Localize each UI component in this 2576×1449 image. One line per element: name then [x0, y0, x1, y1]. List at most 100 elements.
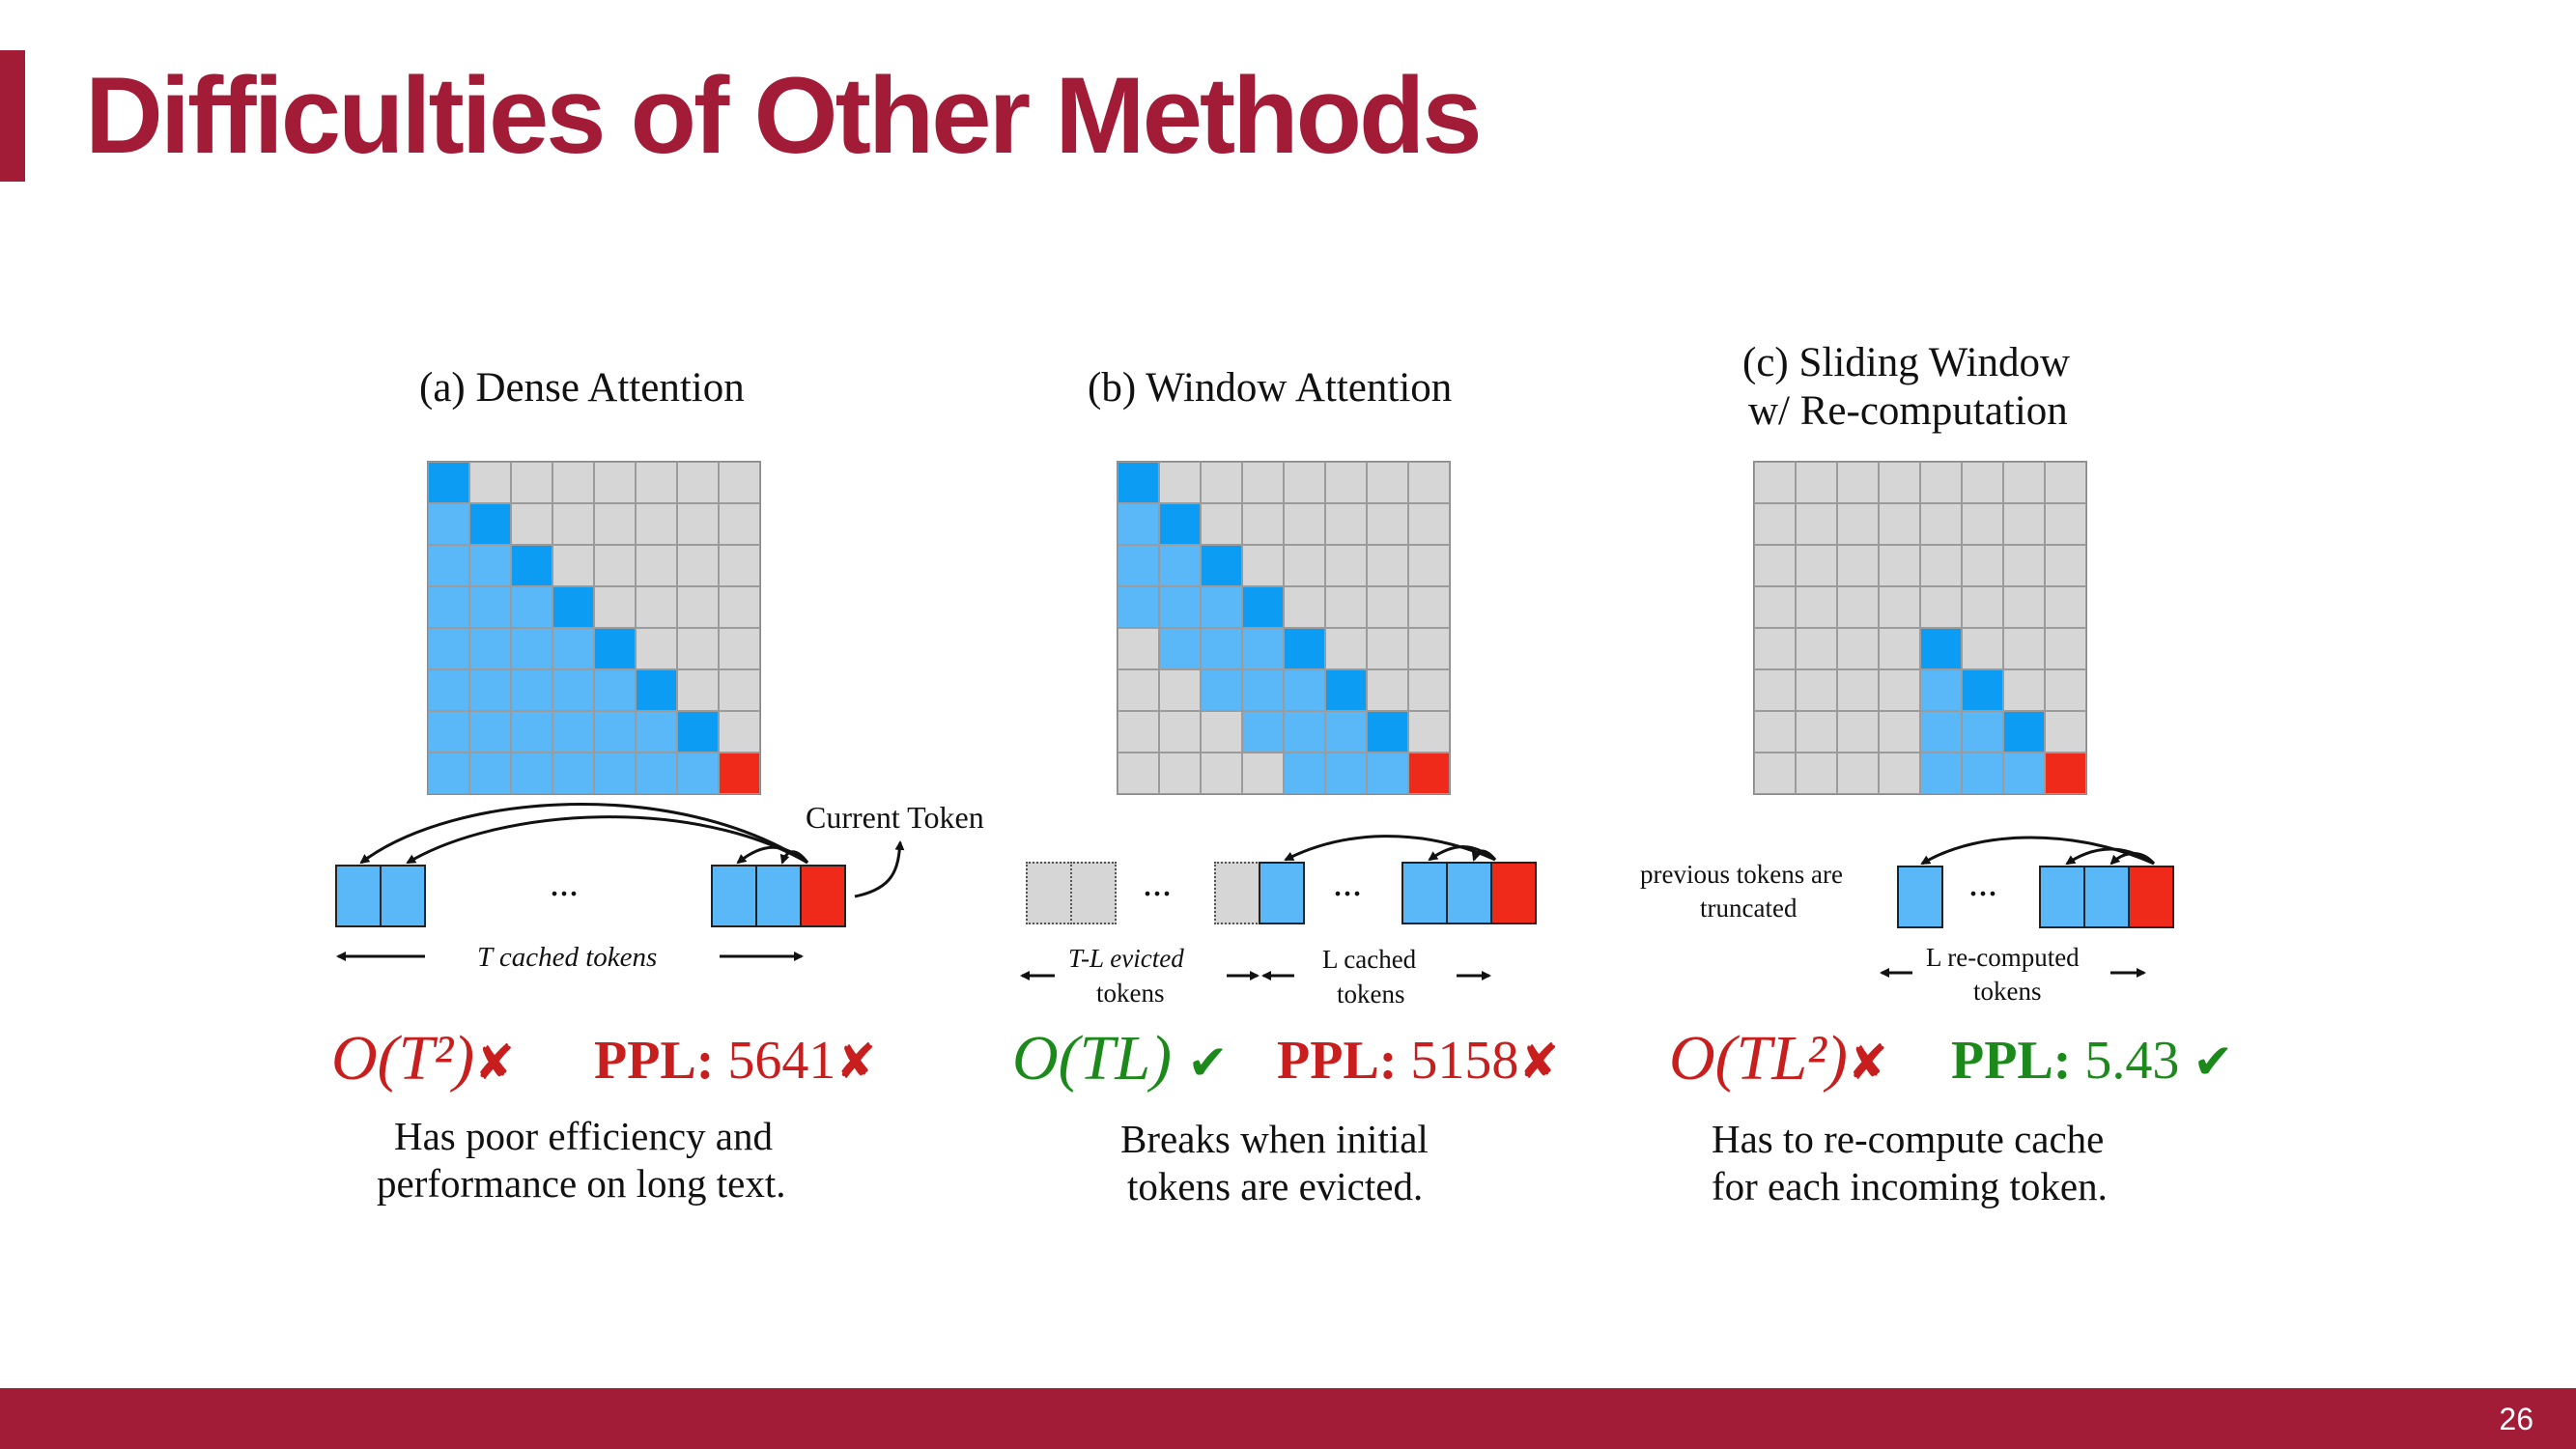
- matrix-cell: [1837, 586, 1879, 628]
- attention-arc: [736, 845, 808, 865]
- matrix-cell: [1284, 462, 1325, 503]
- matrix-cell: [594, 586, 636, 628]
- evicted-token-cell: [1070, 862, 1117, 924]
- matrix-cell: [1284, 628, 1325, 669]
- matrix-cell: [1837, 669, 1879, 711]
- matrix-cell: [511, 586, 552, 628]
- matrix-cell: [1201, 711, 1242, 753]
- matrix-cell: [511, 462, 552, 503]
- cross-icon: ✘: [835, 1034, 877, 1090]
- matrix-cell: [428, 545, 469, 586]
- matrix-cell: [1367, 545, 1408, 586]
- panel-b-ellipsis-1: ...: [1143, 861, 1172, 904]
- panel-a-description-line2: performance on long text.: [377, 1161, 786, 1206]
- token-cell: [1897, 866, 1943, 928]
- matrix-cell: [1201, 545, 1242, 586]
- matrix-cell: [1159, 669, 1201, 711]
- matrix-cell: [1159, 628, 1201, 669]
- ppl-value: 5158: [1410, 1031, 1519, 1091]
- matrix-cell: [511, 711, 552, 753]
- panel-b-window-start: [1214, 862, 1305, 924]
- matrix-cell: [1796, 711, 1837, 753]
- panel-c-title-line1: (c) Sliding Window: [1742, 340, 2071, 385]
- current-token-cell: [1490, 862, 1537, 924]
- complexity-expression: O(TL): [1012, 1023, 1173, 1094]
- token-cell: [1259, 862, 1305, 924]
- panel-c-description-line2: for each incoming token.: [1712, 1164, 2108, 1208]
- cross-icon: ✘: [474, 1035, 516, 1091]
- matrix-cell: [1796, 628, 1837, 669]
- panel-b-cached-label-1: L cached: [1322, 945, 1417, 974]
- ppl-label: PPL:: [594, 1031, 715, 1091]
- matrix-cell: [1879, 669, 1920, 711]
- attention-arc: [2109, 852, 2156, 866]
- matrix-cell: [719, 586, 760, 628]
- current-token-cell: [2128, 866, 2174, 928]
- matrix-cell: [1118, 586, 1159, 628]
- matrix-cell: [2003, 462, 2045, 503]
- slide-title: Difficulties of Other Methods: [85, 55, 1483, 176]
- panel-b-ellipsis-2: ...: [1333, 861, 1362, 904]
- matrix-cell: [1962, 586, 2003, 628]
- matrix-cell: [594, 462, 636, 503]
- matrix-cell: [719, 545, 760, 586]
- footer-bar: 26: [0, 1388, 2576, 1449]
- matrix-cell: [636, 669, 677, 711]
- matrix-cell: [1837, 628, 1879, 669]
- panel-a-title: (a) Dense Attention: [419, 365, 745, 411]
- matrix-cell: [677, 628, 719, 669]
- matrix-cell: [677, 503, 719, 545]
- matrix-cell: [2045, 545, 2086, 586]
- matrix-cell: [636, 753, 677, 794]
- panel-b-evicted-tokens: [1026, 862, 1117, 924]
- matrix-cell: [2045, 503, 2086, 545]
- matrix-cell: [1920, 669, 1962, 711]
- matrix-cell: [469, 753, 511, 794]
- panel-c-ellipsis: ...: [1968, 861, 1997, 904]
- matrix-cell: [2045, 669, 2086, 711]
- matrix-cell: [677, 462, 719, 503]
- panel-b-attention-matrix: [1117, 461, 1451, 795]
- matrix-cell: [1201, 462, 1242, 503]
- matrix-cell: [1920, 628, 1962, 669]
- cross-icon: ✘: [1518, 1034, 1560, 1090]
- matrix-cell: [1837, 711, 1879, 753]
- matrix-cell: [428, 753, 469, 794]
- matrix-cell: [1242, 545, 1284, 586]
- matrix-cell: [1754, 753, 1796, 794]
- page-number: 26: [2499, 1402, 2534, 1436]
- matrix-cell: [1201, 503, 1242, 545]
- matrix-cell: [2003, 628, 2045, 669]
- matrix-cell: [594, 669, 636, 711]
- attention-arc: [406, 815, 808, 865]
- matrix-cell: [1367, 586, 1408, 628]
- matrix-cell: [511, 628, 552, 669]
- matrix-cell: [1201, 669, 1242, 711]
- matrix-cell: [1159, 503, 1201, 545]
- matrix-cell: [552, 586, 594, 628]
- matrix-cell: [469, 503, 511, 545]
- matrix-cell: [1284, 753, 1325, 794]
- matrix-cell: [719, 669, 760, 711]
- ppl-value: 5.43: [2084, 1031, 2180, 1091]
- matrix-cell: [636, 628, 677, 669]
- token-cell: [380, 865, 426, 927]
- ppl-value: 5641: [727, 1031, 836, 1091]
- panel-a-complexity: O(T²)✘: [331, 1020, 515, 1101]
- matrix-cell: [469, 669, 511, 711]
- panel-a-early-tokens: [335, 865, 426, 927]
- matrix-cell: [1962, 753, 2003, 794]
- matrix-cell: [636, 462, 677, 503]
- cross-icon: ✘: [1847, 1035, 1888, 1091]
- matrix-cell: [1242, 669, 1284, 711]
- matrix-cell: [1879, 503, 1920, 545]
- panel-c-recomputed-label-1: L re-computed: [1926, 943, 2080, 972]
- token-cell: [2083, 866, 2130, 928]
- matrix-cell: [1754, 711, 1796, 753]
- matrix-cell: [1242, 711, 1284, 753]
- matrix-cell: [1796, 669, 1837, 711]
- matrix-cell: [1325, 669, 1367, 711]
- matrix-cell: [1837, 753, 1879, 794]
- matrix-cell: [552, 711, 594, 753]
- matrix-cell: [1118, 753, 1159, 794]
